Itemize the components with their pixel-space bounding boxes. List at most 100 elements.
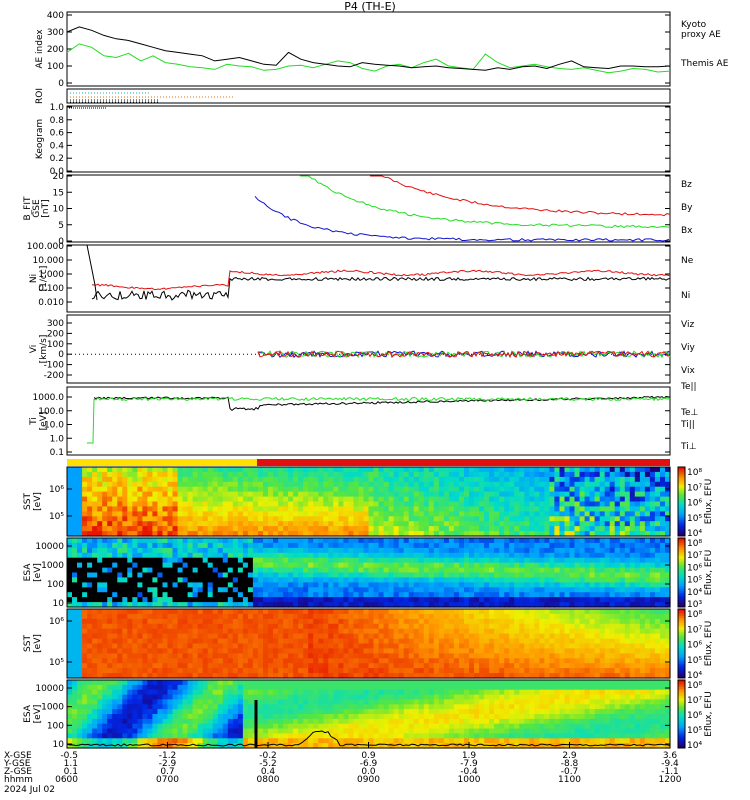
spectrogram-cell xyxy=(107,623,113,630)
spectrogram-cell xyxy=(303,643,309,649)
spectrogram-cell xyxy=(252,467,259,473)
spectrogram-cell xyxy=(117,643,123,649)
spectrogram-cell xyxy=(298,557,304,564)
spectrogram-cell xyxy=(629,476,636,483)
spectrogram-cell xyxy=(589,476,596,483)
spectrogram-cell xyxy=(303,633,309,640)
spectrogram-cell xyxy=(378,526,385,532)
spectrogram-cell xyxy=(117,506,123,512)
spectrogram-cell xyxy=(388,597,395,603)
spectrogram-cell xyxy=(448,658,455,664)
spectrogram-cell xyxy=(288,668,294,674)
spectrogram-cell xyxy=(514,572,520,578)
spectrogram-cell xyxy=(167,597,174,603)
spectrogram-cell xyxy=(263,618,269,625)
colorbar-swatch xyxy=(678,558,685,562)
spectrogram-cell xyxy=(202,476,209,483)
spectrogram-cell xyxy=(403,476,410,483)
spectrogram-cell xyxy=(398,592,405,598)
spectrogram-cell xyxy=(293,643,299,649)
spectrogram-cell xyxy=(122,547,128,554)
spectrogram-cell xyxy=(358,547,365,554)
spectrogram-cell xyxy=(519,668,525,674)
spectrogram-cell xyxy=(298,531,304,537)
spectrogram-cell xyxy=(107,643,113,649)
spectrogram-cell xyxy=(438,609,445,615)
spectrogram-cell xyxy=(102,531,108,537)
spectrogram-cell xyxy=(142,501,148,507)
spectrogram-cell xyxy=(494,521,500,527)
spectrogram-cell xyxy=(453,613,460,620)
spectrogram-cell xyxy=(373,648,380,654)
spectrogram-cell xyxy=(147,653,153,659)
spectrogram-cell xyxy=(388,658,395,664)
spectrogram-cell xyxy=(328,587,334,593)
spectrogram-cell xyxy=(122,602,128,608)
spectrogram-cell xyxy=(142,597,148,603)
spectrogram-cell xyxy=(589,521,596,527)
spectrogram-cell xyxy=(554,658,560,664)
spectrogram-cell xyxy=(237,633,244,640)
spectrogram-cell xyxy=(479,516,485,522)
spectrogram-cell xyxy=(634,516,641,522)
spectrogram-cell xyxy=(524,618,530,625)
spectrogram-cell xyxy=(509,658,515,664)
spectrogram-cell xyxy=(252,602,259,608)
spectrogram-cell xyxy=(368,552,375,559)
spectrogram-cell xyxy=(152,496,158,503)
spectrogram-cell xyxy=(418,552,425,559)
spectrogram-cell xyxy=(459,668,465,674)
spectrogram-cell xyxy=(494,526,500,532)
colorbar-swatch xyxy=(678,556,685,560)
spectrogram-cell xyxy=(242,658,249,664)
spectrogram-cell xyxy=(102,653,108,659)
spectrogram-cell xyxy=(227,511,234,517)
spectrogram-cell xyxy=(323,496,329,503)
spectrogram-cell xyxy=(398,623,405,630)
spectrogram-cell xyxy=(489,592,495,598)
spectrogram-cell xyxy=(112,673,118,679)
spectrogram-cell xyxy=(192,597,199,603)
spectrogram-cell xyxy=(157,467,163,473)
spectrogram-cell xyxy=(549,648,555,654)
spectrogram-cell xyxy=(353,486,359,493)
spectrogram-cell xyxy=(609,501,616,507)
spectrogram-cell xyxy=(584,557,591,564)
spectrogram-cell xyxy=(443,613,450,620)
spectrogram-cell xyxy=(574,531,581,537)
spectrogram-cell xyxy=(373,633,380,640)
spectrogram-cell xyxy=(187,658,194,664)
spectrogram-cell xyxy=(589,526,596,532)
spectrogram-cell xyxy=(242,467,249,473)
spectrogram-cell xyxy=(137,481,143,488)
spectrogram-cell xyxy=(177,643,184,649)
spectrogram-cell xyxy=(649,511,656,517)
spectrogram-cell xyxy=(107,501,113,507)
spectrogram-cell xyxy=(187,562,194,569)
spectrogram-cell xyxy=(172,572,179,578)
spectrogram-cell xyxy=(182,516,189,522)
spectrogram-cell xyxy=(252,653,259,659)
spectrogram-cell xyxy=(368,609,375,615)
spectrogram-cell xyxy=(443,609,450,615)
spectrogram-cell xyxy=(122,542,128,549)
colorbar-swatch xyxy=(678,469,685,473)
spectrogram-cell xyxy=(654,506,661,512)
spectrogram-cell xyxy=(102,633,108,640)
spectrogram-cell xyxy=(328,526,334,532)
spectrogram-cell xyxy=(549,609,555,615)
spectrogram-cell xyxy=(509,471,515,478)
spectrogram-cell xyxy=(494,547,500,554)
spectrogram-cell xyxy=(408,516,415,522)
spectrogram-cell xyxy=(453,668,460,674)
spectrogram-cell xyxy=(288,547,294,554)
spectrogram-cell xyxy=(383,623,390,630)
spectrogram-cell xyxy=(132,557,138,564)
spectrogram-cell xyxy=(479,623,485,630)
spectrogram-cell xyxy=(348,587,354,593)
spectrogram-cell xyxy=(469,491,475,498)
spectrogram-cell xyxy=(614,542,621,549)
spectrogram-cell xyxy=(157,476,163,483)
spectrogram-cell xyxy=(157,618,163,625)
spectrogram-cell xyxy=(423,557,430,564)
